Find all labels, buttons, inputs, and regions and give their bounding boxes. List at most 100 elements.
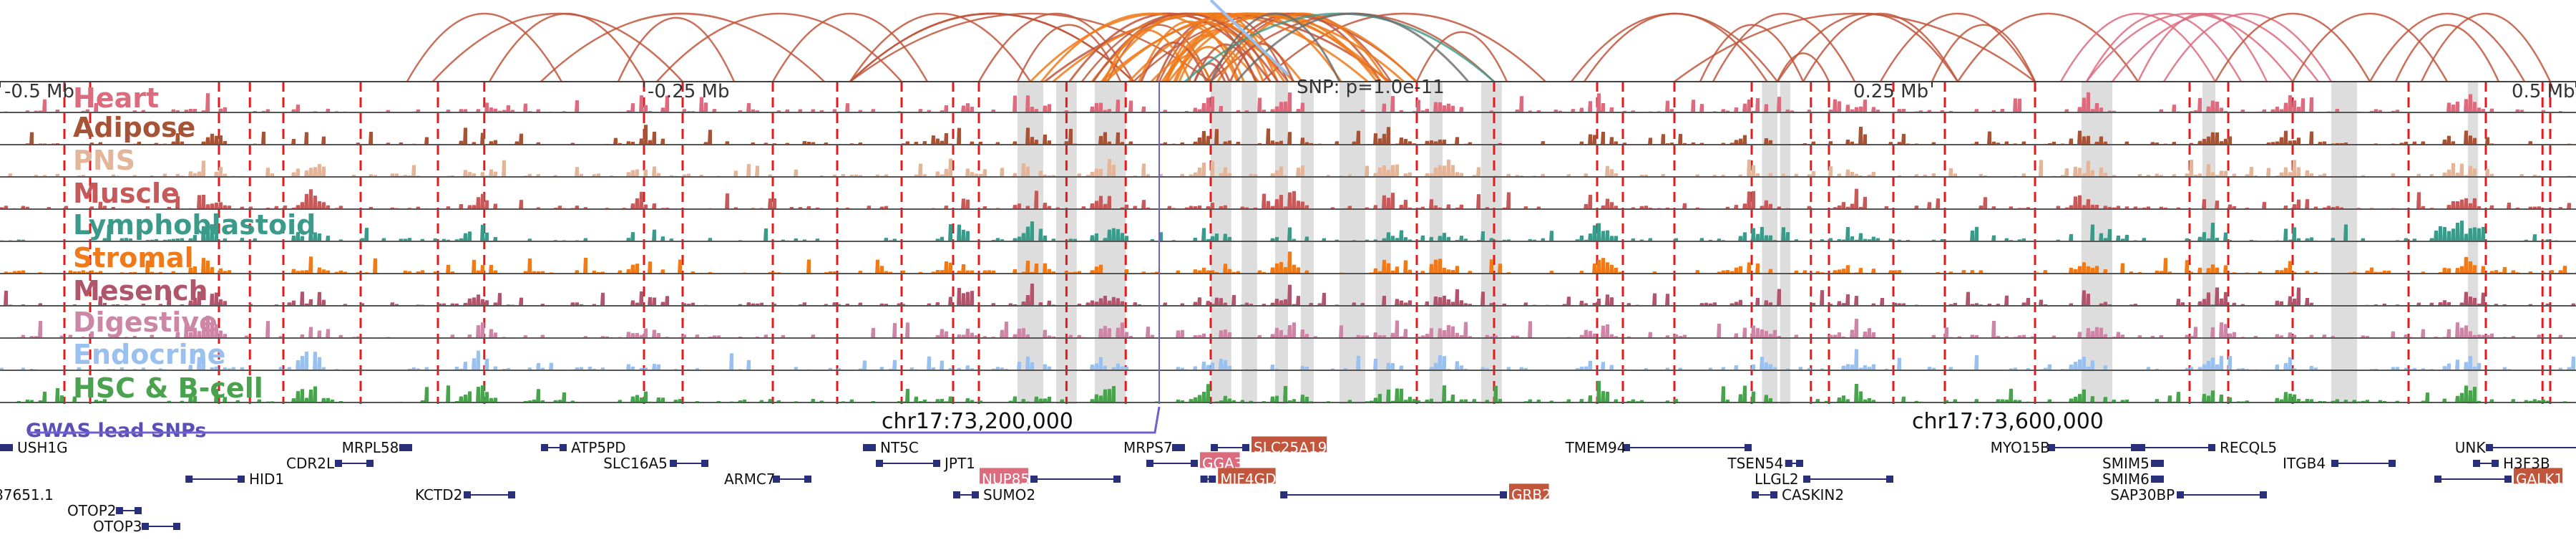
gene-exon <box>701 460 708 467</box>
loop-arc-22 <box>1571 12 1778 82</box>
gene-smim5: SMIM5 <box>2102 455 2164 472</box>
gene-exon <box>1745 444 1752 451</box>
gene-exon <box>953 491 960 498</box>
coord-label-1: chr17:73,200,000 <box>882 409 1073 434</box>
gene-label: SMIM5 <box>2102 455 2150 472</box>
gene-label: MRPL58 <box>342 439 399 456</box>
accessibility-tracks <box>0 81 2576 403</box>
gene-exon <box>464 491 471 498</box>
loop-arc-orange-19 <box>1178 46 1239 82</box>
gray-band-16 <box>2467 82 2479 404</box>
gray-band-3 <box>1211 82 1231 404</box>
gene-exon <box>2157 476 2164 483</box>
gene-otop3: OTOP3 <box>93 518 180 535</box>
gene-exon <box>142 523 149 530</box>
gene-exon <box>1803 476 1810 483</box>
gene-mrps7: MRPS7 <box>1123 439 1185 456</box>
track-hsc-b-cell <box>0 380 2576 403</box>
gene-label: SAP30BP <box>2110 486 2175 503</box>
gene-exon <box>1886 476 1893 483</box>
loop-arc-10 <box>1016 24 1122 82</box>
gene-exon <box>2434 476 2441 483</box>
gene-label: LLGL2 <box>1755 471 1799 488</box>
gene-smim6: SMIM6 <box>2102 471 2164 488</box>
chromatin-loop-arcs <box>406 0 2552 83</box>
loop-arc-27 <box>1802 12 1959 82</box>
gene-exon <box>863 444 870 451</box>
gene-exon <box>1211 444 1218 451</box>
track-label-lymphoblastoid: Lymphoblastoid <box>73 209 316 241</box>
loop-arc-25 <box>1776 52 1830 82</box>
loop-arc-1 <box>431 12 683 82</box>
gene-label: KCTD2 <box>415 486 462 503</box>
gene-label-highlight <box>1509 483 1549 500</box>
gene-unk: UNK <box>2455 439 2576 456</box>
gene-exon <box>2389 460 2396 467</box>
gene-jpt1: JPT1 <box>876 455 975 472</box>
gwas-snp-connector <box>29 406 1161 434</box>
gene-label: OTOP3 <box>93 518 142 535</box>
gene-sap30bp: SAP30BP <box>2110 486 2267 503</box>
gray-band-2 <box>1095 82 1126 404</box>
loop-arc-6 <box>771 12 929 82</box>
gene-exon <box>508 491 515 498</box>
gene-label: USH1G <box>17 439 68 456</box>
loop-arc-extra-2 <box>1209 12 1341 82</box>
gene-label-highlight <box>2514 468 2562 484</box>
gene-exon <box>1209 476 1216 483</box>
loop-arc-orange-24 <box>1140 41 1208 82</box>
gene-label: OTOP2 <box>67 502 117 519</box>
gene-exon <box>1796 460 1803 467</box>
gene-exon <box>1191 460 1198 467</box>
loop-arc-7 <box>849 12 1032 82</box>
signal-peaks <box>0 221 2576 241</box>
gene-exon <box>2048 444 2055 451</box>
gene-exon <box>2177 491 2184 498</box>
gene-hid1: HID1 <box>185 471 284 488</box>
gene-exon <box>366 460 374 467</box>
loop-arc-24 <box>1712 13 1856 82</box>
track-heart <box>0 92 2576 113</box>
gene-exon <box>541 444 548 451</box>
gene-kctd2: KCTD2 <box>415 486 515 503</box>
gene-exon <box>2138 444 2145 451</box>
loop-arc-32 <box>2059 12 2217 82</box>
tick-label-1: -0.5 Mb <box>4 81 74 102</box>
loop-arc-36 <box>2137 13 2268 82</box>
track-label-pns: PNS <box>73 145 135 176</box>
loop-arc-extra-1 <box>1235 12 1470 82</box>
signal-peaks <box>0 125 2576 145</box>
track-endocrine <box>0 349 2576 371</box>
loop-arc-35 <box>2112 12 2319 82</box>
snp-pvalue-label: SNP: p=1.0e-11 <box>1297 77 1445 98</box>
gene-cdr2l: CDR2L <box>286 455 374 472</box>
gray-band-14 <box>2202 82 2215 404</box>
gene-exon <box>1280 491 1288 498</box>
loop-arc-21 <box>1583 12 1768 82</box>
gene-slc16a5: SLC16A5 <box>603 455 708 472</box>
track-label-muscle: Muscle <box>73 178 180 209</box>
gene-label: MIF4GD <box>1220 471 1276 488</box>
gene-label: RECQL5 <box>2220 439 2277 456</box>
signal-peaks <box>0 251 2576 274</box>
gene-exon <box>173 523 180 530</box>
gene-exon <box>238 476 245 483</box>
gene-exon <box>1623 444 1630 451</box>
gene-galk1: GALK1 <box>2434 468 2563 488</box>
track-mesench <box>0 283 2576 307</box>
gwas-lead-snp: GWAS lead SNPs chr17:73,200,000 chr17:73… <box>26 82 2104 442</box>
gene-exon <box>0 444 7 451</box>
gene-exon <box>335 460 342 467</box>
gene-label: AC087651.1 <box>0 486 54 503</box>
gene-exon <box>2151 476 2158 483</box>
gene-exon <box>1172 444 1179 451</box>
loop-arc-3 <box>540 12 825 82</box>
gene-label: ATP5PD <box>571 439 626 456</box>
gene-itgb4: ITGB4 <box>2283 455 2396 472</box>
gene-myo15b: MYO15B <box>1991 439 2138 456</box>
track-lymphoblastoid <box>0 221 2576 242</box>
loop-arc-orange-6 <box>1187 56 1231 82</box>
loop-arc-orange-16 <box>1040 12 1260 82</box>
gene-exon <box>2131 444 2138 451</box>
track-label-heart: Heart <box>73 82 159 114</box>
